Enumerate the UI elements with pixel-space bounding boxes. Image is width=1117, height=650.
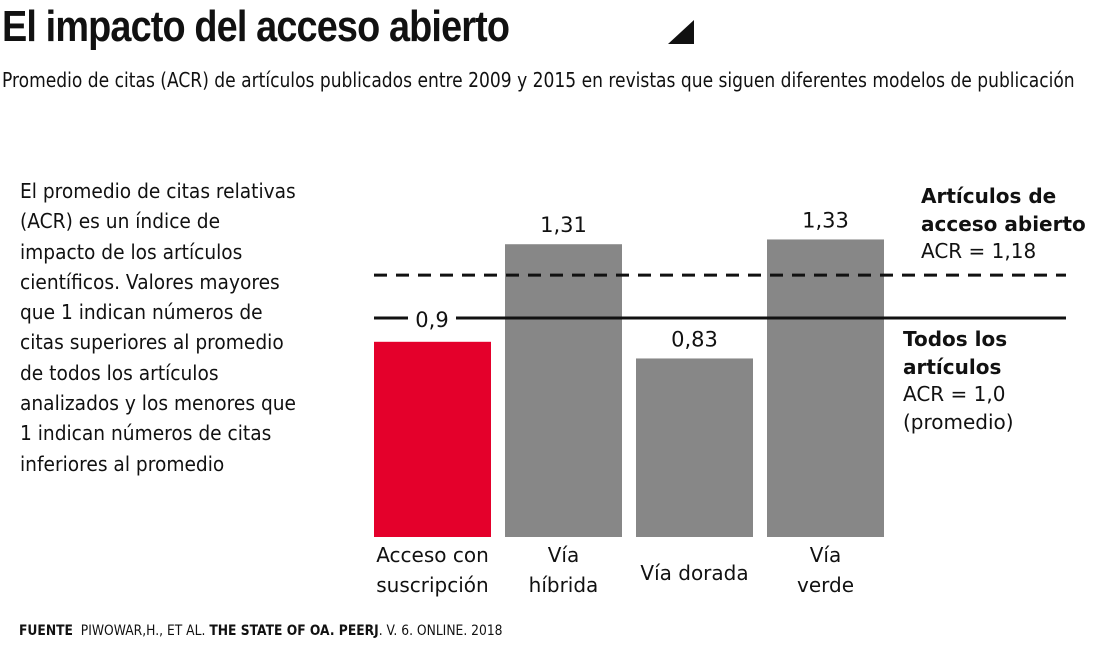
value-label-3: 1,33 xyxy=(802,208,849,232)
category-label-1: Vía xyxy=(548,543,580,567)
bar-3 xyxy=(767,239,884,537)
chart-description: El promedio de citas relativas (ACR) es … xyxy=(20,179,297,476)
bar-0 xyxy=(374,341,491,537)
category-label-2: Vía dorada xyxy=(640,561,748,585)
category-label-0: suscripción xyxy=(376,573,488,597)
value-label-1: 1,31 xyxy=(540,213,587,237)
value-label-0: 0,9 xyxy=(415,308,448,332)
bar-1 xyxy=(505,244,622,537)
triangle-corner-icon xyxy=(668,20,694,44)
category-label-0: Acceso con xyxy=(376,543,489,567)
open-access-annotation: Artículos de acceso abierto ACR = 1,18 xyxy=(921,183,1086,266)
all-articles-note: (promedio) xyxy=(903,409,1014,434)
open-access-value: ACR = 1,18 xyxy=(921,239,1037,263)
category-label-3: verde xyxy=(797,573,854,597)
source-work: THE STATE OF OA. PEERJ xyxy=(209,623,379,639)
all-articles-annotation: Todos los artículos ACR = 1,0 (promedio) xyxy=(903,326,1014,436)
source-label: FUENTE xyxy=(19,623,73,639)
source-note: FUENTE PIWOWAR,H., ET AL. THE STATE OF O… xyxy=(19,623,503,639)
category-label-3: Vía xyxy=(810,543,842,567)
open-access-title-line1: Artículos de xyxy=(921,184,1057,208)
bar-2 xyxy=(636,358,753,537)
value-label-2: 0,83 xyxy=(671,327,718,351)
all-articles-value: ACR = 1,0 xyxy=(903,382,1006,406)
category-label-1: híbrida xyxy=(529,573,599,597)
chart-subtitle: Promedio de citas (ACR) de artículos pub… xyxy=(2,68,1075,92)
open-access-title-line2: acceso abierto xyxy=(921,211,1086,236)
source-details: . V. 6. ONLINE. 2018 xyxy=(378,623,503,639)
source-authors: PIWOWAR,H., ET AL. xyxy=(80,623,206,639)
all-articles-title-line2: artículos xyxy=(903,354,1002,379)
all-articles-title-line1: Todos los xyxy=(903,327,1008,351)
chart-title: El impacto del acceso abierto xyxy=(2,2,510,51)
